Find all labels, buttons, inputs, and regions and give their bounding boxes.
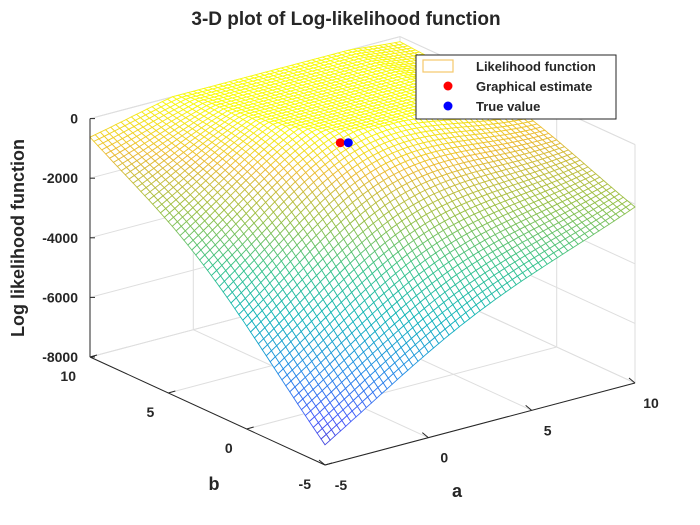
y-tick-label: 5: [147, 404, 155, 420]
y-tick-label: 10: [60, 368, 76, 384]
x-axis-label: a: [452, 481, 463, 501]
z-tick-label: -2000: [42, 170, 78, 186]
z-tick-label: -8000: [42, 349, 78, 365]
x-tick-label: -5: [335, 477, 348, 493]
true-value-point: [343, 138, 353, 148]
y-axis-label: b: [209, 474, 220, 494]
y-tick-mark: [324, 462, 333, 466]
legend-label-surface: Likelihood function: [476, 59, 596, 74]
z-tick-label: -6000: [42, 289, 78, 305]
x-tick-label: 10: [643, 395, 659, 411]
z-axis-label: Log likelihood function: [8, 139, 28, 337]
y-tick-label: 0: [225, 440, 233, 456]
chart-title: 3-D plot of Log-likelihood function: [191, 9, 500, 30]
x-tick-label: 0: [440, 450, 448, 466]
y-tick-mark: [168, 390, 176, 394]
z-tick-label: 0: [70, 111, 78, 127]
legend-marker-estimate: [443, 81, 453, 91]
legend-label-estimate: Graphical estimate: [476, 79, 592, 94]
y-tick-mark: [246, 426, 254, 430]
legend-label-true: True value: [476, 99, 540, 114]
x-tick-label: 5: [544, 422, 552, 438]
legend: Likelihood function Graphical estimate T…: [415, 54, 617, 120]
graphical-estimate-point: [335, 138, 345, 148]
y-tick-label: -5: [299, 476, 312, 492]
legend-marker-true: [443, 101, 453, 111]
z-tick-label: -4000: [42, 230, 78, 246]
